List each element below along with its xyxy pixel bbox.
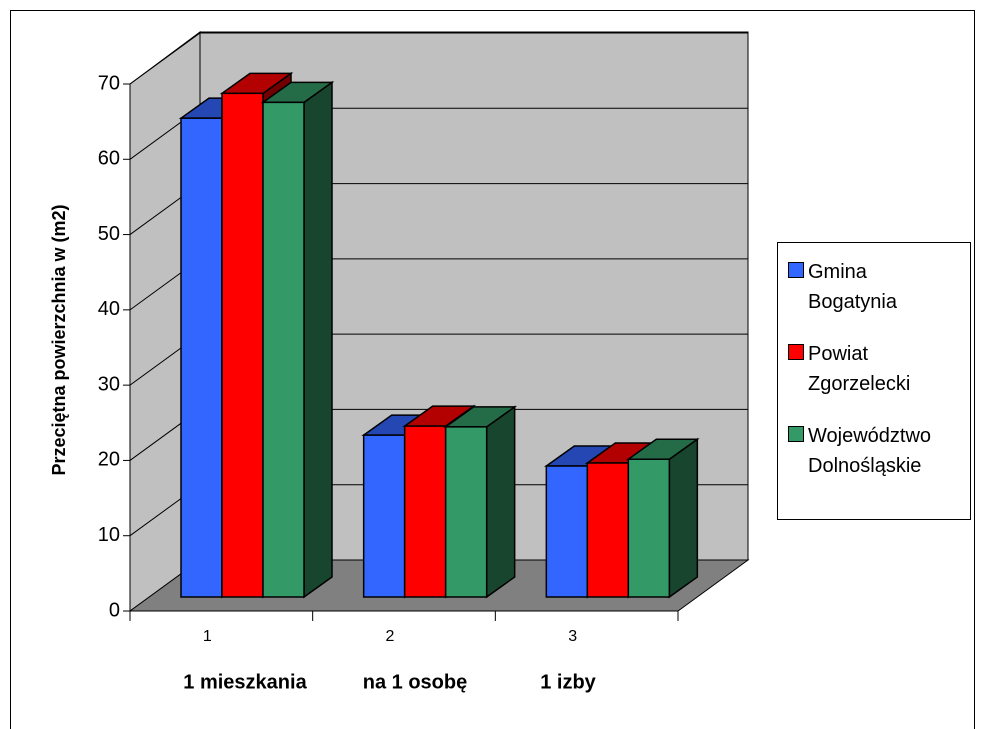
legend-entry: Województwo Dolnośląskie [788,421,970,481]
category-description: na 1 osobę [363,671,467,693]
legend-label: Województwo Dolnośląskie [808,425,932,477]
bar-front [627,458,671,598]
bar-front [221,92,264,598]
y-axis-label: Przeciętna powierzchnia w (m2) [49,204,69,475]
legend-entry: Powiat Zgorzelecki [788,339,970,399]
y-tick-label: 20 [98,449,120,471]
y-tick-label: 40 [98,298,120,320]
frame [10,10,975,729]
y-tick-label: 30 [98,373,120,395]
category-description: 1 mieszkania [183,671,307,693]
bar [260,80,335,599]
bar-front [362,434,406,598]
legend-label: Gmina Bogatynia [808,261,897,313]
bar-side [668,437,699,599]
legend-swatch [788,344,804,360]
x-tick-label: 2 [386,628,395,645]
bar-front [180,117,223,598]
y-tick-label: 70 [98,72,120,94]
legend-entry: Gmina Bogatynia [788,257,970,317]
bar-front [545,465,589,598]
y-tick-label: 10 [98,524,120,546]
grid-line [129,32,748,85]
bar [443,405,518,599]
legend-label: Powiat Zgorzelecki [808,343,911,395]
bar-front [403,425,447,598]
y-tick-label: 0 [109,599,120,621]
legend-swatch [788,262,804,278]
y-tick-label: 50 [98,223,120,245]
y-tick-label: 60 [98,148,120,170]
bar-side [485,405,516,599]
legend-swatch [788,426,804,442]
x-tick-label: 1 [203,628,212,645]
bar [625,437,700,599]
x-tick-label: 3 [568,628,577,645]
category-description: 1 izby [540,671,596,693]
bar-front [586,462,630,598]
bar-front [262,101,305,598]
bar-front [444,426,488,598]
bar-side [303,80,333,599]
legend: Gmina Bogatynia Powiat Zgorzelecki Wojewód… [777,242,971,520]
